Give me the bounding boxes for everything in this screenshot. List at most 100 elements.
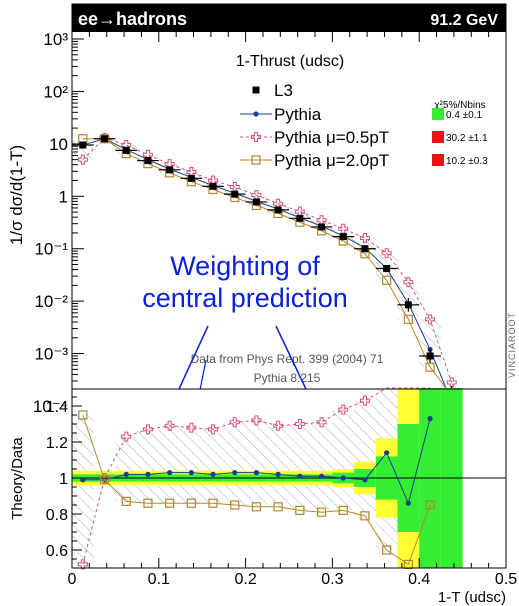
- ratio-marker: [360, 511, 370, 521]
- series-marker: [77, 154, 88, 165]
- data-point: [166, 166, 174, 174]
- ratio-marker: [164, 420, 175, 431]
- ratio-marker: [121, 431, 132, 442]
- ratio-marker: [77, 559, 88, 570]
- y-tick-label: 1: [59, 187, 68, 206]
- ratio-marker: [188, 470, 194, 476]
- ratio-marker: [78, 410, 88, 420]
- y-axis-label: 1/σ dσ/d(1-T): [7, 145, 26, 245]
- data-point: [209, 182, 217, 190]
- series-marker: [381, 248, 392, 259]
- data-point: [383, 264, 391, 272]
- ratio-panel: 0.6 0.8 1 1.2 1.4 0 0.1 0.2 0.3 0.4 0.51-T (udsc) T…: [9, 387, 517, 606]
- data-point: [231, 190, 239, 198]
- annotation-line2: central prediction: [142, 283, 348, 313]
- data-point: [101, 135, 109, 143]
- y-tick-label: 10⁻¹: [34, 240, 68, 259]
- data-point: [404, 301, 412, 309]
- ratio-line-1: [82, 387, 431, 565]
- data-point: [144, 157, 152, 165]
- series-marker: [403, 314, 413, 324]
- x-tick-label: 0: [68, 571, 77, 588]
- data-point: [252, 198, 260, 206]
- header-bar: [72, 4, 506, 32]
- ratio-marker: [316, 417, 327, 428]
- x-tick-label: 0.2: [234, 571, 256, 588]
- x-tick-label: 0.1: [148, 571, 170, 588]
- x-tick-label: 0.3: [321, 571, 343, 588]
- y-tick-label: 10⁻³: [34, 345, 68, 364]
- y-tick-label: 10²: [43, 82, 68, 101]
- ratio-marker: [275, 471, 281, 477]
- observable-title: 1-Thrust (udsc): [236, 53, 344, 70]
- generator-note: Pythia 8.215: [254, 371, 321, 385]
- x-tick-label: 0.5: [495, 571, 517, 588]
- ratio-y-axis-label: Theory/Data: [9, 437, 26, 520]
- legend-label: L3: [274, 81, 293, 100]
- x-axis-label: 1-T (udsc): [438, 589, 506, 606]
- chi2-header: χ²5%/Nbins: [434, 100, 485, 111]
- ratio-marker: [338, 505, 348, 515]
- data-point: [296, 214, 304, 222]
- legend-marker: [251, 155, 261, 165]
- ratio-marker: [143, 498, 153, 508]
- main-panel: ee→hadrons 91.2 GeV 1-Thrust (udsc) 10⁻⁴ 10⁻…: [7, 3, 517, 529]
- ratio-marker: [405, 500, 411, 506]
- chi2-value: 0.4 ±0.1: [446, 110, 483, 121]
- series-marker: [446, 377, 457, 388]
- ratio-marker: [165, 498, 175, 508]
- ratio-marker: [427, 416, 433, 422]
- y-tick-label: 10⁻²: [34, 292, 68, 311]
- series-marker: [359, 233, 370, 244]
- legend-label: Pythia μ=0.5pT: [274, 128, 389, 147]
- series-marker: [425, 362, 435, 372]
- watermark: VINCIAROOT: [507, 312, 517, 378]
- ratio-marker: [297, 473, 303, 479]
- ratio-marker: [142, 424, 153, 435]
- data-point: [339, 233, 347, 241]
- chi2-box: [432, 154, 444, 166]
- ratio-marker: [230, 500, 240, 510]
- ratio-marker: [338, 404, 349, 415]
- series-marker: [403, 277, 414, 288]
- ratio-marker: [210, 471, 216, 477]
- legend-marker: [252, 86, 260, 94]
- ratio-marker: [229, 417, 240, 428]
- ratio-y-tick-label: 1.4: [46, 399, 68, 416]
- ratio-marker: [359, 395, 370, 406]
- ratio-y-tick-label: 0.8: [46, 507, 68, 524]
- ratio-marker: [273, 502, 283, 512]
- ratio-marker: [208, 498, 218, 508]
- chi2-value: 30.2 ±1.1: [446, 133, 488, 144]
- ratio-marker: [123, 471, 129, 477]
- ratio-marker: [425, 500, 435, 510]
- ratio-marker: [167, 470, 173, 476]
- annotation-line1: Weighting of: [170, 251, 320, 281]
- data-point: [187, 174, 195, 182]
- ratio-marker: [273, 420, 284, 431]
- y-tick-label: 10³: [43, 30, 68, 49]
- ratio-marker: [384, 450, 390, 456]
- ratio-marker: [121, 496, 131, 506]
- ratio-marker: [295, 505, 305, 515]
- legend-label: Pythia μ=2.0pT: [274, 151, 389, 170]
- ratio-line-2: [82, 414, 431, 566]
- data-point: [274, 206, 282, 214]
- ratio-marker: [251, 502, 262, 512]
- ratio-marker: [186, 422, 197, 433]
- header-process: ee→hadrons: [78, 9, 187, 29]
- x-tick-label: 0.4: [408, 571, 430, 588]
- ratio-marker: [251, 415, 262, 426]
- data-point: [122, 146, 130, 154]
- series-line-1: [82, 138, 453, 403]
- legend-marker: [251, 132, 261, 142]
- ratio-marker: [362, 477, 368, 483]
- ratio-y-tick-label: 0.6: [46, 543, 68, 560]
- ratio-marker: [316, 507, 327, 517]
- data-point: [361, 245, 369, 253]
- ratio-y-tick-label: 1: [59, 471, 68, 488]
- data-point: [79, 141, 87, 149]
- ratio-marker: [340, 475, 346, 481]
- source-note: Data from Phys Rept. 399 (2004) 71: [191, 352, 384, 366]
